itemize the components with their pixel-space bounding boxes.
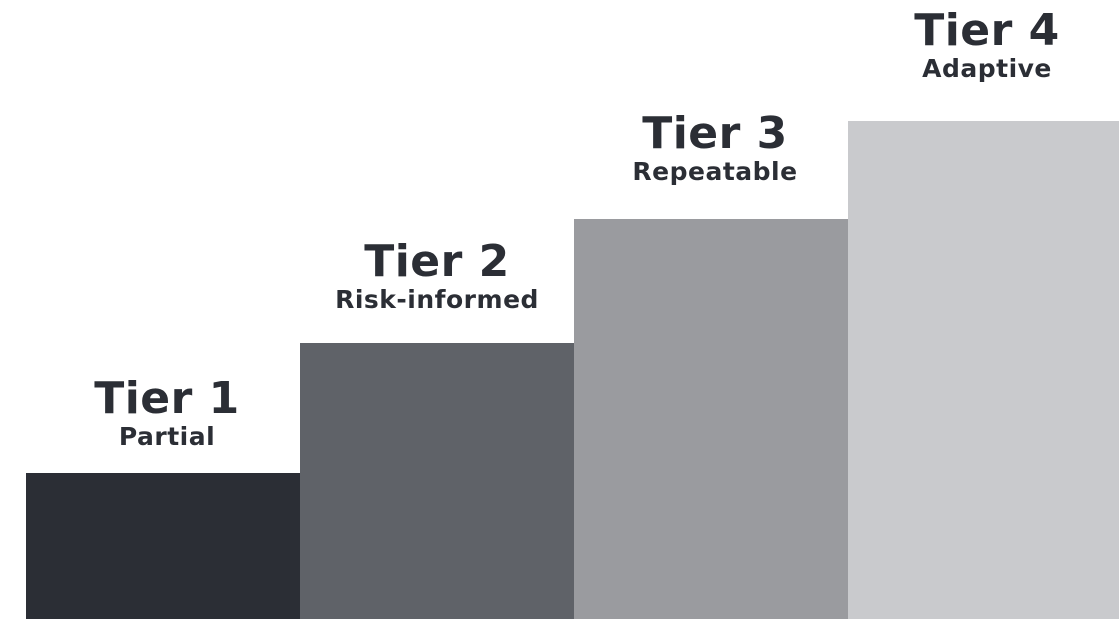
tier-4-title: Tier 4 (914, 5, 1060, 56)
tier-4-label: Tier 4 Adaptive (850, 8, 1119, 84)
tier-4-step (848, 121, 1119, 619)
tier-1-label: Tier 1 Partial (26, 376, 308, 452)
tier-2-step (300, 343, 574, 619)
tier-1-step (26, 473, 300, 619)
tier-2-name: Risk-informed (335, 285, 539, 314)
tier-2-title: Tier 2 (364, 236, 510, 287)
tier-3-name: Repeatable (632, 157, 798, 186)
tier-1-title: Tier 1 (94, 373, 240, 424)
tier-1-name: Partial (118, 422, 216, 451)
tier-4-name: Adaptive (922, 54, 1052, 83)
tier-3-label: Tier 3 Repeatable (578, 111, 852, 187)
tier-3-title: Tier 3 (642, 108, 788, 159)
tier-2-label: Tier 2 Risk-informed (300, 239, 574, 315)
tier-3-step (574, 219, 848, 619)
